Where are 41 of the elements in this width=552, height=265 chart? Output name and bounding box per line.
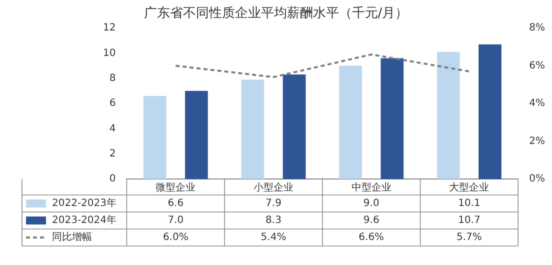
legend-label: 2022-2023年 bbox=[52, 197, 117, 210]
legend-label: 同比增幅 bbox=[52, 231, 92, 244]
bar bbox=[339, 66, 362, 179]
y2-tick-label: 2% bbox=[529, 136, 546, 147]
x-tick-label: 大型企业 bbox=[449, 182, 490, 194]
data-label: 7.0 bbox=[168, 215, 184, 226]
data-label: 10.1 bbox=[458, 198, 480, 210]
bar bbox=[282, 74, 306, 179]
y2-tick-label: 8% bbox=[529, 22, 546, 34]
y2-tick-label: 4% bbox=[529, 98, 546, 110]
bar bbox=[241, 80, 264, 179]
data-label: 6.6 bbox=[168, 198, 184, 210]
x-tick-label: 小型企业 bbox=[254, 182, 294, 194]
bar bbox=[478, 44, 502, 179]
data-label: 10.7 bbox=[458, 215, 480, 226]
line-series bbox=[174, 53, 470, 78]
data-label: 6.0% bbox=[162, 232, 188, 244]
y-tick-label: 10 bbox=[102, 48, 116, 59]
bar bbox=[143, 96, 166, 179]
y-tick-label: 8 bbox=[109, 72, 116, 84]
data-label: 8.3 bbox=[266, 215, 282, 226]
data-label: 6.6% bbox=[358, 232, 384, 244]
bar bbox=[380, 58, 404, 179]
data-label: 9.6 bbox=[363, 215, 380, 226]
y-tick-label: 4 bbox=[109, 123, 116, 134]
y-tick-label: 2 bbox=[109, 148, 116, 160]
y-tick-label: 6 bbox=[109, 98, 116, 110]
y-tick-label: 0 bbox=[109, 174, 116, 185]
legend-label: 2023-2024年 bbox=[52, 214, 117, 226]
x-tick-label: 微型企业 bbox=[156, 182, 196, 194]
chart-title: 广东省不同性质企业平均薪酬水平（千元/月） bbox=[142, 5, 410, 22]
data-label: 5.7% bbox=[456, 232, 482, 244]
y2-tick-label: 6% bbox=[529, 60, 546, 72]
bar bbox=[185, 90, 208, 179]
x-tick-label: 中型企业 bbox=[351, 182, 392, 194]
data-label: 7.9 bbox=[266, 198, 282, 210]
y-tick-label: 12 bbox=[102, 22, 116, 34]
y2-tick-label: 0% bbox=[529, 174, 546, 185]
data-label: 5.4% bbox=[260, 232, 286, 244]
data-label: 9.0 bbox=[363, 198, 380, 210]
bar bbox=[436, 52, 460, 179]
